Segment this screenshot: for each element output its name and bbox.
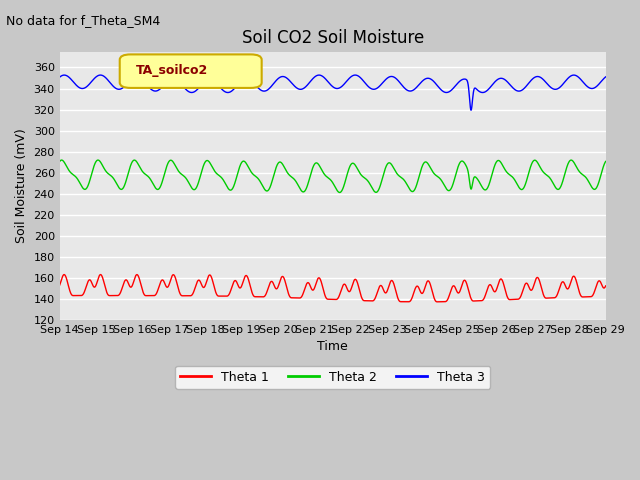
- X-axis label: Time: Time: [317, 340, 348, 353]
- Title: Soil CO2 Soil Moisture: Soil CO2 Soil Moisture: [241, 29, 424, 48]
- FancyBboxPatch shape: [120, 54, 262, 88]
- Text: TA_soilco2: TA_soilco2: [136, 64, 209, 77]
- Legend: Theta 1, Theta 2, Theta 3: Theta 1, Theta 2, Theta 3: [175, 366, 490, 389]
- Y-axis label: Soil Moisture (mV): Soil Moisture (mV): [15, 128, 28, 243]
- Text: No data for f_Theta_SM4: No data for f_Theta_SM4: [6, 14, 161, 27]
